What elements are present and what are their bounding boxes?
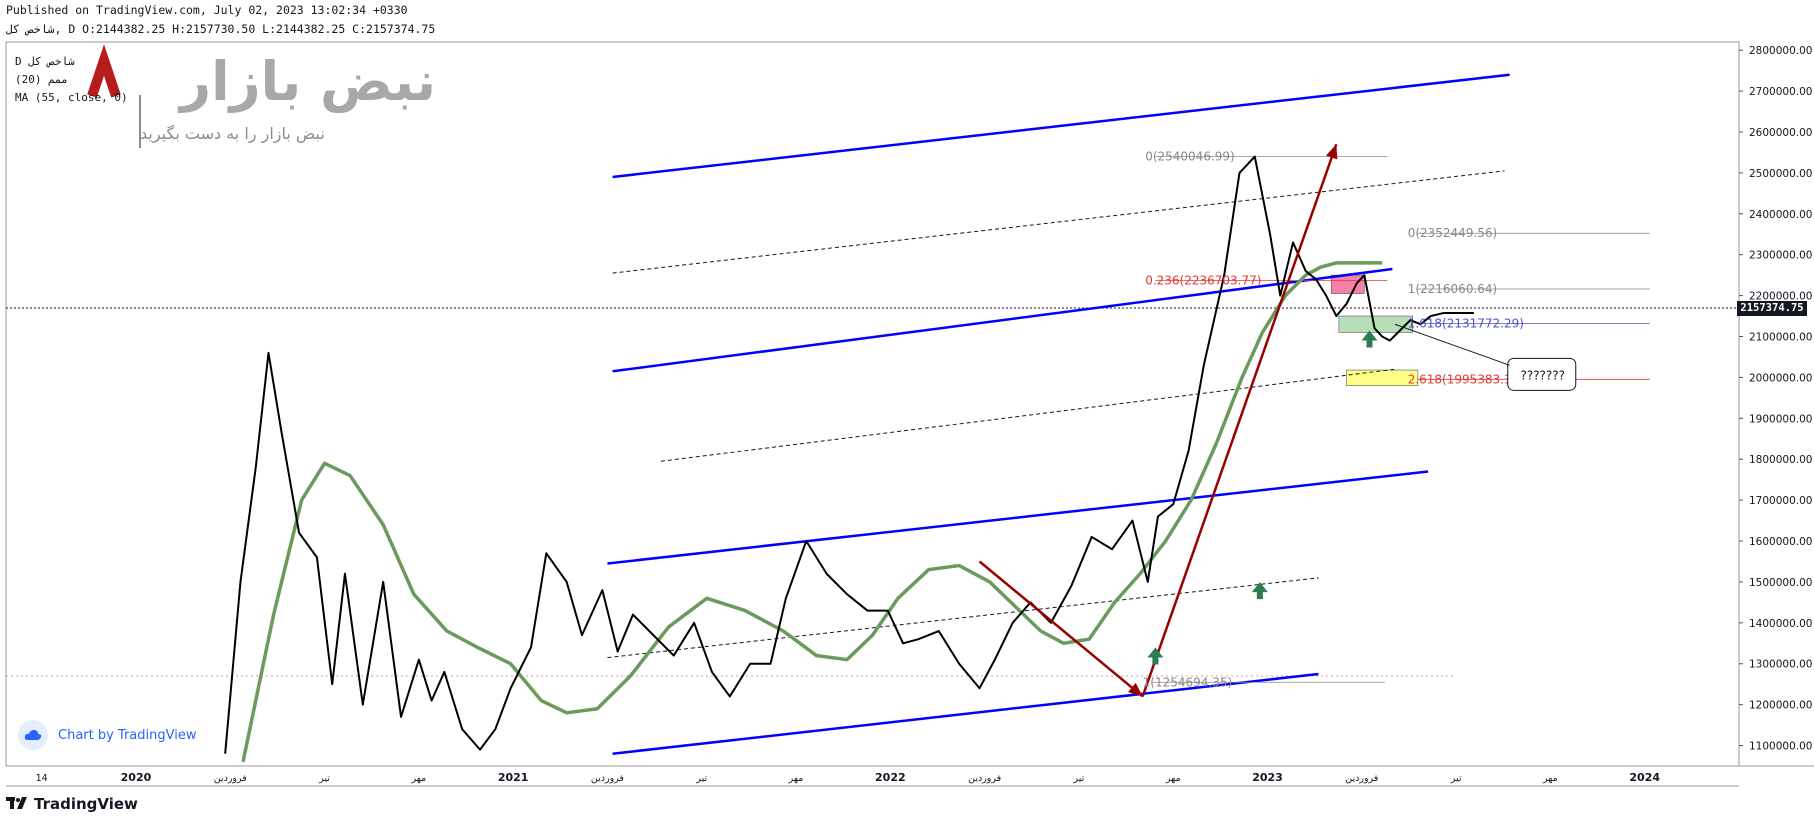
x-tick-label-1: 2020 [121,771,152,784]
x-tick-label-14: فروردین [1345,773,1378,784]
price-line [224,155,1474,754]
x-tick-label-17: 2024 [1629,771,1660,784]
y-tick-label-2: 2600000.00 [1749,127,1812,139]
y-tick-label-1: 2700000.00 [1749,86,1812,98]
x-tick-label-15: تیر [1450,773,1462,784]
tradingview-brand-label: TradingView [34,795,138,813]
x-tick-label-10: فروردین [968,773,1001,784]
y-tick-label-4: 2400000.00 [1749,209,1812,221]
y-tick-label-12: 1600000.00 [1749,536,1812,548]
channel-line-2 [607,470,1429,565]
y-tick-label-5: 2300000.00 [1749,250,1812,262]
x-tick-label-3: تیر [318,773,330,784]
x-tick-label-11: تیر [1073,773,1085,784]
y-tick-label-17: 1100000.00 [1749,741,1812,753]
y-tick-label-11: 1700000.00 [1749,495,1812,507]
watermark-title: نبض بازار [180,50,438,113]
y-tick-label-16: 1200000.00 [1749,700,1812,712]
callout-pointer [1394,323,1510,366]
y-tick-label-7: 2100000.00 [1749,332,1812,344]
chart-by-tradingview-badge[interactable]: Chart by TradingView [18,720,196,750]
y-tick-label-15: 1300000.00 [1749,659,1812,671]
x-tick-label-13: 2023 [1252,771,1283,784]
fib-label-1: 0(2352449.56) [1408,226,1498,240]
watermark-logo [87,44,141,148]
fib-label-3: 1(2216060.64) [1408,282,1498,296]
watermark-subtitle: نبض بازار را به دست بگیرید [140,124,325,143]
y-tick-label-10: 1800000.00 [1749,454,1812,466]
trend-arrow-1 [1141,143,1338,697]
callout-box [1507,357,1577,391]
x-tick-label-6: فروردین [591,773,624,784]
tradingview-logo-icon [6,795,28,813]
fib-label-6: 1(1254694.35) [1143,675,1233,689]
cloud-icon [18,720,48,750]
y-tick-label-6: 2200000.00 [1749,291,1812,303]
legend-indicator: (20) ممم [15,73,68,86]
x-tick-label-8: مهر [788,773,804,784]
channel-midline-0 [612,170,1505,274]
fib-label-4: 1.618(2131772.29) [1408,317,1524,331]
published-header: Published on TradingView.com, July 02, 2… [6,3,408,17]
fib-label-0: 0(2540046.99) [1145,150,1235,164]
x-tick-label-5: 2021 [498,771,529,784]
badge-label: Chart by TradingView [58,727,197,743]
ma-55-line [241,261,1383,763]
x-tick-label-0: 14 [36,773,48,784]
ohlc-header: شاخص کل, D O:2144382.25 H:2157730.50 L:2… [6,22,436,36]
y-tick-label-3: 2500000.00 [1749,168,1812,180]
fib-label-2: 0.236(2236703.77) [1145,274,1261,288]
zone-box-1 [1338,315,1414,333]
up-arrow-marker-0 [1147,647,1164,665]
up-arrow-marker-1 [1251,582,1268,600]
channel-line-1 [612,267,1393,373]
x-tick-label-9: 2022 [875,771,906,784]
zone-box-0 [1330,274,1365,294]
zone-box-2 [1346,369,1419,386]
trend-arrow-0 [978,560,1144,698]
x-tick-label-7: تیر [695,773,707,784]
x-tick-label-12: مهر [1165,773,1181,784]
channel-midline-2 [607,577,1319,659]
y-tick-label-14: 1400000.00 [1749,618,1812,630]
tradingview-footer[interactable]: TradingView [6,795,138,813]
channel-line-0 [612,73,1510,179]
last-price-tag: 2157374.75 [1737,301,1807,316]
trend-arrow-head-0 [1128,682,1143,697]
channel-line-3 [612,672,1319,755]
y-tick-label-8: 2000000.00 [1749,372,1812,384]
legend-symbol: D شاخص کل [15,55,75,68]
x-tick-label-16: مهر [1542,773,1558,784]
y-tick-label-9: 1900000.00 [1749,413,1812,425]
fib-label-5: 2.618(1995383.38) [1408,372,1524,386]
callout-text: ??????? [1520,368,1565,382]
up-arrow-marker-2 [1361,330,1378,348]
trend-arrow-head-1 [1326,144,1338,160]
y-tick-label-13: 1500000.00 [1749,577,1812,589]
channel-midline-1 [660,368,1396,462]
y-tick-label-0: 2800000.00 [1749,45,1812,57]
x-tick-label-4: مهر [411,773,427,784]
legend-ma: MA (55, close, 0) [15,91,128,104]
x-tick-label-2: فروردین [214,773,247,784]
